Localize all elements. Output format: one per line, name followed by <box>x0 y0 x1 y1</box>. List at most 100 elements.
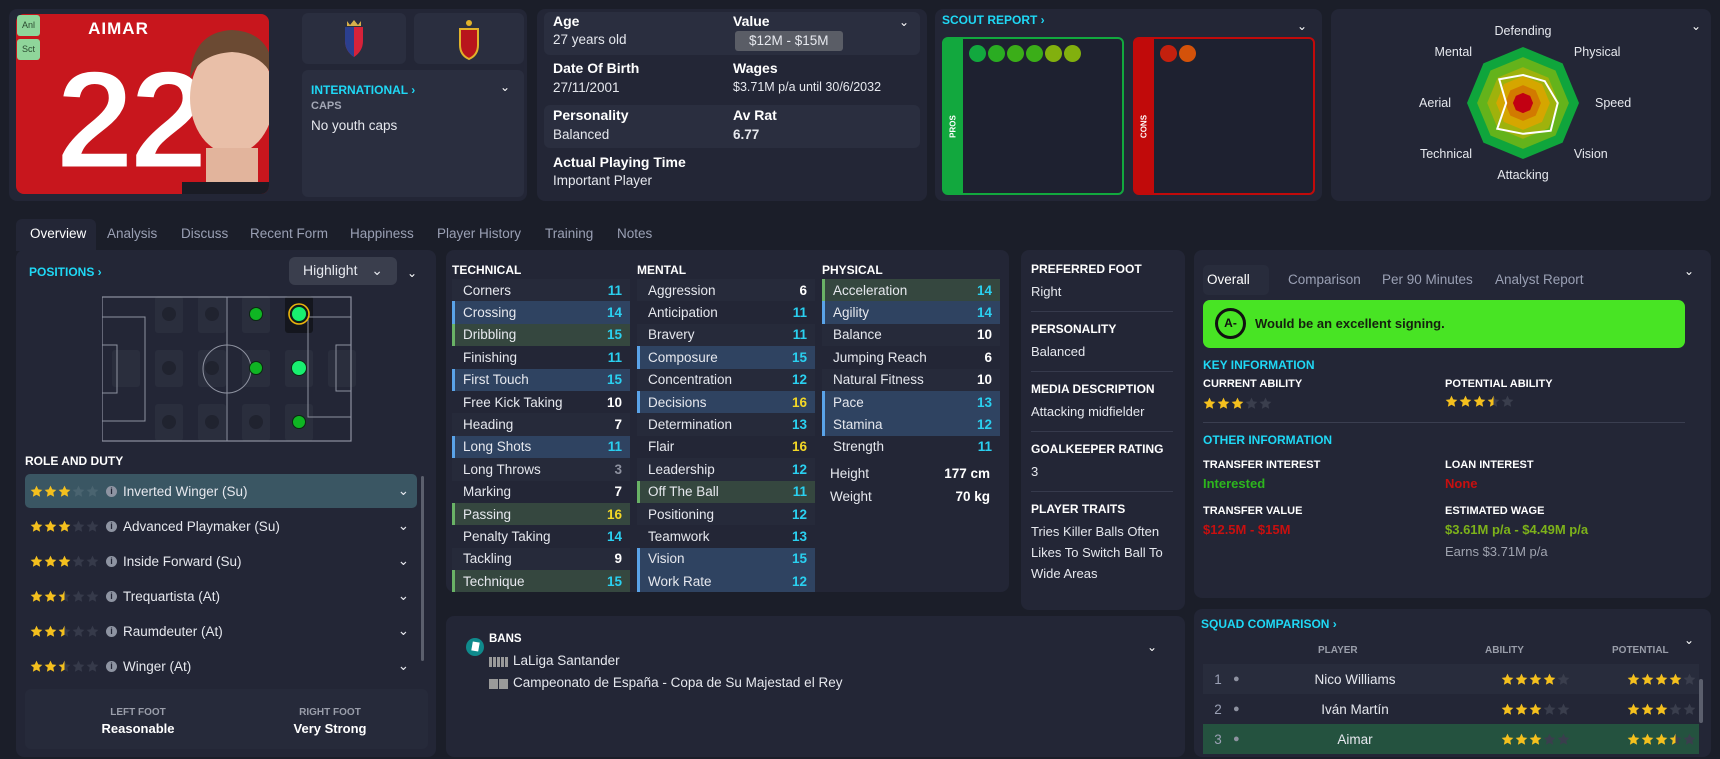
tab-notes[interactable]: Notes <box>617 226 653 241</box>
chevron-down-icon[interactable]: ⌄ <box>397 623 409 638</box>
position-dot[interactable] <box>291 360 307 376</box>
report-tab-comparison[interactable]: Comparison <box>1288 272 1361 287</box>
target-icon[interactable] <box>988 45 1005 62</box>
attribute-row[interactable]: Concentration 12 <box>637 368 815 391</box>
squad-scrollbar[interactable] <box>1699 679 1703 723</box>
flask-icon[interactable] <box>969 45 986 62</box>
player-name[interactable]: Aimar <box>1337 731 1373 747</box>
highlight-dropdown[interactable]: Highlight ⌄ <box>289 257 397 285</box>
player-name[interactable]: Iván Martín <box>1321 701 1389 717</box>
role-item[interactable]: i Inside Forward (Su) ⌄ <box>25 544 417 578</box>
attribute-row[interactable]: Composure 15 <box>637 346 815 369</box>
role-item[interactable]: i Inverted Winger (Su) ⌄ <box>25 474 417 508</box>
squad-row[interactable]: 2 ● Iván Martín <box>1203 694 1699 724</box>
flag-icon[interactable] <box>1179 45 1196 62</box>
positions-link[interactable]: POSITIONS › <box>29 265 102 279</box>
role-item[interactable]: i Winger (At) ⌄ <box>25 649 417 683</box>
value-pill[interactable]: $12M - $15M <box>735 31 843 51</box>
attribute-row[interactable]: Heading 7 <box>452 413 630 436</box>
attribute-row[interactable]: Jumping Reach 6 <box>822 346 1000 369</box>
handshake-icon[interactable] <box>1026 45 1043 62</box>
chevron-down-icon[interactable]: ⌄ <box>397 518 409 533</box>
scout-report-link[interactable]: SCOUT REPORT › <box>942 13 1045 27</box>
role-item[interactable]: i Advanced Playmaker (Su) ⌄ <box>25 509 417 543</box>
chevron-down-icon[interactable]: ⌄ <box>397 553 409 568</box>
attribute-row[interactable]: Free Kick Taking 10 <box>452 390 630 414</box>
attribute-row[interactable]: Strength 11 <box>822 435 1000 459</box>
tab-happiness[interactable]: Happiness <box>350 226 414 241</box>
attribute-row[interactable]: Acceleration 14 <box>822 279 1000 302</box>
attribute-row[interactable]: Long Shots 11 <box>452 435 630 459</box>
bans-chevron-icon[interactable]: ⌄ <box>1146 640 1158 654</box>
club-logo-box[interactable] <box>302 13 406 64</box>
attribute-row[interactable]: Work Rate 12 <box>637 570 815 593</box>
squad-row[interactable]: 3 ● Aimar <box>1203 724 1699 754</box>
squad-row[interactable]: 1 ● Nico Williams <box>1203 664 1699 694</box>
info-icon[interactable]: i <box>106 555 117 567</box>
info-chevron-icon[interactable]: ⌄ <box>898 15 910 29</box>
player-name[interactable]: Nico Williams <box>1314 671 1396 687</box>
report-tab-overall[interactable]: Overall <box>1207 272 1250 287</box>
info-icon[interactable]: i <box>106 520 117 532</box>
positions-chevron-icon[interactable]: ⌄ <box>406 266 418 280</box>
chevron-down-icon[interactable]: ⌄ <box>397 588 409 603</box>
radar-chevron-icon[interactable]: ⌄ <box>1690 19 1702 33</box>
attribute-row[interactable]: Decisions 16 <box>637 390 815 414</box>
tab-training[interactable]: Training <box>545 226 594 241</box>
chevron-down-icon[interactable]: ⌄ <box>397 658 409 673</box>
squad-chevron-icon[interactable]: ⌄ <box>1683 633 1695 647</box>
attribute-row[interactable]: Penalty Taking 14 <box>452 525 630 548</box>
position-slot[interactable] <box>328 350 356 387</box>
attribute-row[interactable]: Anticipation 11 <box>637 301 815 324</box>
international-chevron-icon[interactable]: ⌄ <box>499 80 511 94</box>
tactics-icon[interactable] <box>1007 45 1024 62</box>
scout-chevron-icon[interactable]: ⌄ <box>1296 19 1308 33</box>
attribute-row[interactable]: Stamina 12 <box>822 413 1000 436</box>
brain-icon[interactable] <box>1045 45 1062 62</box>
col-potential[interactable]: POTENTIAL <box>1612 645 1669 656</box>
position-dot[interactable] <box>249 361 263 375</box>
attribute-row[interactable]: Balance 10 <box>822 323 1000 347</box>
info-icon[interactable]: i <box>106 625 117 637</box>
role-item[interactable]: i Raumdeuter (At) ⌄ <box>25 614 417 648</box>
position-slot[interactable] <box>112 350 140 387</box>
col-player[interactable]: PLAYER <box>1318 645 1358 656</box>
attribute-row[interactable]: Flair 16 <box>637 435 815 459</box>
info-icon[interactable]: i <box>106 485 117 497</box>
position-dot[interactable] <box>291 306 307 322</box>
badge-analyst[interactable]: Anl <box>17 15 40 36</box>
attribute-row[interactable]: Aggression 6 <box>637 279 815 302</box>
position-dot[interactable] <box>249 307 263 321</box>
nation-logo-box[interactable] <box>414 13 524 64</box>
tab-analysis[interactable]: Analysis <box>107 226 158 241</box>
position-dot[interactable] <box>292 415 306 429</box>
chevron-down-icon[interactable]: ⌄ <box>397 483 409 498</box>
attribute-row[interactable]: Tackling 9 <box>452 547 630 571</box>
attribute-row[interactable]: Dribbling 15 <box>452 323 630 347</box>
report-tab-analyst-report[interactable]: Analyst Report <box>1495 272 1584 287</box>
tab-overview[interactable]: Overview <box>30 226 87 241</box>
attribute-row[interactable]: Vision 15 <box>637 547 815 571</box>
attribute-row[interactable]: Passing 16 <box>452 502 630 526</box>
report-chevron-icon[interactable]: ⌄ <box>1683 264 1695 278</box>
attribute-row[interactable]: Positioning 12 <box>637 502 815 526</box>
attribute-row[interactable]: Corners 11 <box>452 279 630 302</box>
attribute-row[interactable]: Natural Fitness 10 <box>822 368 1000 391</box>
tab-discuss[interactable]: Discuss <box>181 226 229 241</box>
attribute-row[interactable]: Pace 13 <box>822 390 1000 414</box>
attribute-row[interactable]: Determination 13 <box>637 413 815 436</box>
tab-recent-form[interactable]: Recent Form <box>250 226 329 241</box>
info-icon[interactable]: i <box>106 660 117 672</box>
attribute-row[interactable]: Off The Ball 11 <box>637 480 815 503</box>
attribute-row[interactable]: First Touch 15 <box>452 368 630 391</box>
attribute-row[interactable]: Bravery 11 <box>637 323 815 347</box>
role-scrollbar[interactable] <box>421 476 424 661</box>
attribute-row[interactable]: Finishing 11 <box>452 346 630 369</box>
attribute-row[interactable]: Crossing 14 <box>452 301 630 324</box>
chain-icon[interactable] <box>1064 45 1081 62</box>
squad-comparison-link[interactable]: SQUAD COMPARISON › <box>1201 617 1337 631</box>
tab-player-history[interactable]: Player History <box>437 226 522 241</box>
attribute-row[interactable]: Teamwork 13 <box>637 525 815 548</box>
role-item[interactable]: i Trequartista (At) ⌄ <box>25 579 417 613</box>
attribute-row[interactable]: Marking 7 <box>452 480 630 503</box>
